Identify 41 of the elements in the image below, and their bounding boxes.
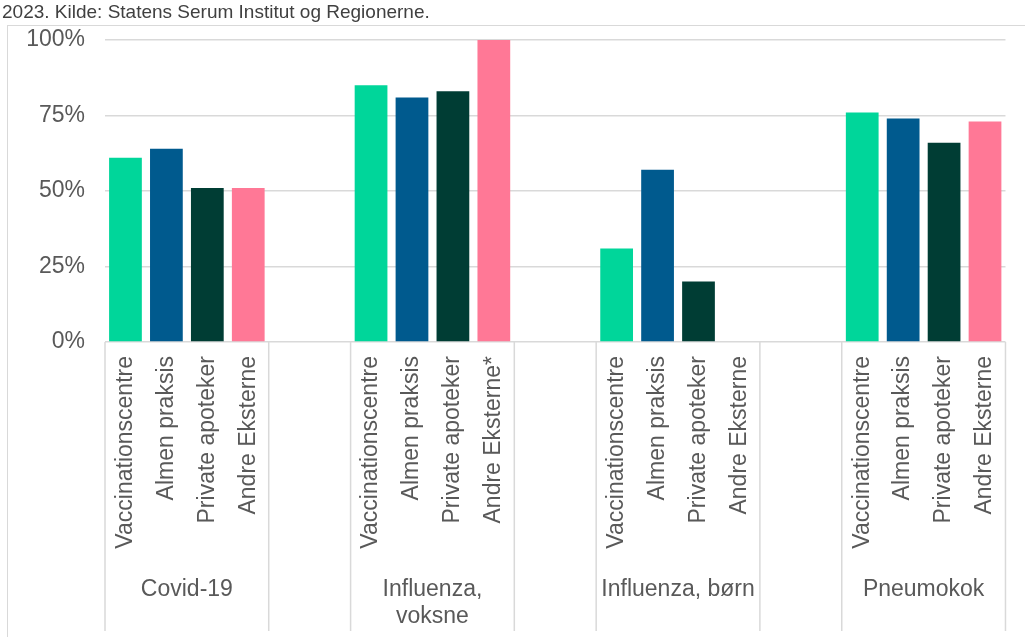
chart-title: 2023. Kilde: Statens Serum Institut og Regionerne. — [2, 1, 430, 23]
x-tick-label: Andre Eksterne — [724, 356, 751, 515]
bar — [190, 187, 224, 342]
x-tick-label: Private apoteker — [929, 355, 956, 524]
bar — [682, 281, 715, 342]
x-tick-label: Vaccinationscentre — [110, 356, 137, 549]
y-tick-label: 25% — [38, 251, 85, 278]
y-tick-label: 50% — [38, 176, 85, 203]
bar — [109, 157, 142, 342]
x-tick-label: Almen praksis — [151, 356, 178, 501]
x-tick-label: Vaccinationscentre — [601, 356, 628, 549]
bar — [231, 187, 265, 342]
bar — [886, 118, 920, 342]
x-tick-label: Vaccinationscentre — [356, 356, 383, 549]
text: Influenza, børn — [601, 575, 755, 602]
bar — [845, 112, 879, 342]
x-tick-label: Almen praksis — [397, 356, 424, 501]
x-tick-label: Private apoteker — [192, 355, 219, 524]
bar — [354, 85, 388, 342]
bar — [968, 121, 1002, 342]
text: Influenza, voksne — [382, 575, 483, 629]
y-tick-label: 0% — [51, 327, 85, 354]
y-tick-label: 100% — [26, 25, 85, 52]
x-tick-label: Vaccinationscentre — [847, 356, 874, 549]
bar — [477, 40, 511, 342]
x-tick-label: Private apoteker — [438, 355, 465, 524]
x-tick-label: Andre Eksterne — [233, 356, 260, 515]
x-tick-label: Almen praksis — [888, 356, 915, 501]
bar — [641, 169, 674, 342]
x-tick-label: Almen praksis — [642, 356, 669, 501]
y-tick-label: 75% — [38, 100, 85, 127]
text: Covid-19 — [140, 575, 233, 602]
text: Pneumokok — [862, 575, 985, 602]
bar — [150, 148, 183, 342]
x-tick-label: Andre Eksterne* — [479, 355, 506, 524]
x-tick-label: Andre Eksterne — [970, 356, 997, 515]
bar — [436, 91, 470, 342]
bar — [395, 97, 429, 342]
x-tick-label: Private apoteker — [683, 355, 710, 524]
bar — [600, 248, 634, 342]
bar — [927, 142, 961, 342]
